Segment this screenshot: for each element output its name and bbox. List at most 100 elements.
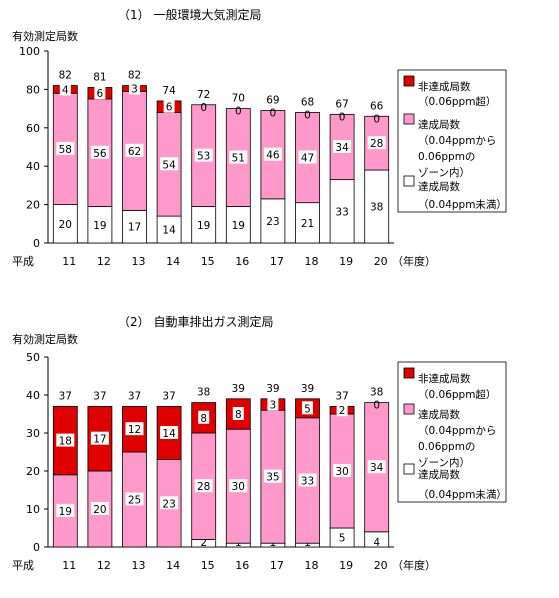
c2-value-label-18-seg1: 33 — [301, 476, 314, 488]
c1-value-label-19-seg2: 0 — [339, 111, 346, 123]
c1-total-label-19: 67 — [335, 98, 348, 110]
c1-y-axis-label: 有効測定局数 — [12, 29, 78, 43]
c2-legend-name-2: 非達成局数 — [418, 372, 471, 385]
c2-value-label-15-seg2: 8 — [200, 413, 207, 425]
c1-value-label-12-seg2: 6 — [97, 88, 104, 100]
c2-label-bg-17-seg1 — [263, 469, 282, 483]
c2-label-bg-19-seg1 — [333, 464, 352, 477]
c2-total-label-18: 39 — [301, 383, 314, 395]
c2-x-tick-label-19: 19 — [339, 559, 353, 572]
c2-y-tick-label-2: 20 — [26, 465, 40, 478]
c2-value-label-20-seg2: 0 — [373, 400, 380, 412]
c1-label-bg-20-seg1 — [367, 136, 386, 150]
c1-label-bg-17-seg0 — [263, 213, 282, 227]
c1-label-bg-13-seg0 — [125, 219, 144, 233]
c2-label-bg-18-seg1 — [298, 473, 317, 487]
c1-x-tick-label-18: 18 — [305, 255, 319, 268]
c2-y-tick-label-4: 40 — [26, 389, 40, 402]
c1-value-label-17-seg0: 23 — [266, 216, 279, 228]
c2-value-label-14-seg2: 14 — [162, 428, 176, 440]
c1-total-label-14: 74 — [162, 85, 176, 97]
c1-legend-swatch-2 — [403, 75, 415, 87]
c1-y-tick-label-0: 0 — [33, 237, 40, 250]
c2-legend-swatch-0 — [403, 463, 415, 475]
c1-label-bg-11-seg1 — [56, 141, 75, 155]
c2-value-label-16-seg1: 30 — [232, 481, 245, 493]
c2-legend-sub-1-1: 0.06ppmの — [418, 441, 475, 453]
c1-label-bg-14-seg1 — [160, 157, 179, 171]
c1-value-label-11-seg0: 20 — [59, 219, 72, 231]
c2-value-label-19-seg2: 2 — [339, 405, 346, 417]
c1-label-bg-12-seg1 — [90, 145, 109, 159]
c1-y-tick-label-5: 100 — [19, 45, 40, 58]
c2-total-label-15: 38 — [197, 387, 210, 399]
c2-label-bg-15-seg1 — [194, 479, 213, 493]
c1-value-label-12-seg0: 19 — [93, 220, 106, 232]
c2-y-tick-label-3: 30 — [26, 427, 40, 440]
c1-legend-swatch-0 — [403, 175, 415, 187]
c1-value-label-11-seg2: 4 — [62, 84, 69, 96]
c1-legend-sub-0-0: （0.04ppm未満） — [418, 199, 507, 211]
c1-title: （1） 一般環境大気測定局 — [118, 7, 261, 22]
c1-label-bg-14-seg0 — [160, 222, 179, 236]
c2-legend-name-1: 達成局数 — [418, 408, 460, 421]
c1-value-label-16-seg2: 0 — [235, 106, 242, 118]
c1-label-bg-16-seg0 — [229, 217, 248, 231]
c1-legend-sub-1-2: ゾーン内） — [418, 166, 470, 179]
c2-y-tick-label-0: 0 — [33, 541, 40, 554]
c2-label-bg-15-seg2 — [198, 410, 210, 424]
c1-label-bg-19-seg1 — [333, 140, 352, 153]
c1-y-tick-label-2: 40 — [26, 160, 40, 173]
c1-legend-sub-2-0: （0.06ppm超） — [418, 95, 496, 108]
c1-label-bg-16-seg1 — [229, 150, 248, 164]
c1-legend-sub-1-0: （0.04ppmから — [418, 135, 496, 147]
c1-label-bg-13-seg2 — [129, 81, 140, 95]
c2-label-bg-12-seg2 — [90, 431, 109, 445]
c1-x-tick-label-17: 17 — [270, 255, 284, 268]
c2-value-label-17-seg2: 3 — [270, 400, 277, 412]
c1-value-label-14-seg0: 14 — [162, 225, 176, 237]
c1-value-label-16-seg1: 51 — [232, 153, 245, 165]
c1-total-label-13: 82 — [128, 70, 141, 82]
c1-value-label-18-seg2: 0 — [304, 109, 311, 121]
c2-value-label-11-seg1: 19 — [59, 506, 72, 518]
c1-value-label-18-seg1: 47 — [301, 153, 314, 165]
c2-value-label-19-seg0: 5 — [339, 533, 346, 545]
c1-legend-sub-1-1: 0.06ppmの — [418, 151, 475, 163]
c2-label-bg-11-seg1 — [56, 503, 75, 517]
c2-value-label-19-seg1: 30 — [335, 466, 348, 478]
c2-label-bg-11-seg2 — [56, 433, 75, 447]
c1-label-bg-15-seg1 — [194, 148, 213, 162]
c2-value-label-20-seg1: 34 — [370, 462, 384, 474]
c2-label-bg-14-seg1 — [160, 496, 179, 510]
c1-value-label-19-seg0: 33 — [335, 206, 348, 218]
c2-label-bg-16-seg2 — [232, 407, 244, 420]
c1-value-label-14-seg1: 54 — [162, 159, 176, 171]
c2-x-tick-label-13: 13 — [132, 559, 146, 572]
c2-value-label-18-seg2: 5 — [304, 403, 311, 415]
c1-legend-name-1: 達成局数 — [418, 118, 460, 131]
c1-value-label-20-seg2: 0 — [373, 113, 380, 125]
c1-x-suffix-label: （年度） — [392, 254, 436, 268]
c1-y-tick-label-1: 20 — [26, 199, 40, 212]
c2-label-bg-20-seg1 — [367, 460, 386, 474]
c2-total-label-13: 37 — [128, 390, 141, 402]
c1-x-tick-label-20: 20 — [374, 255, 388, 268]
c2-value-label-14-seg1: 23 — [162, 498, 175, 510]
c2-total-label-11: 37 — [59, 390, 72, 402]
c2-legend-sub-2-0: （0.06ppm超） — [418, 388, 496, 401]
c1-total-label-16: 70 — [232, 93, 245, 105]
c2-value-label-13-seg2: 12 — [128, 424, 141, 436]
c2-value-label-11-seg2: 18 — [59, 436, 72, 448]
c2-x-tick-label-17: 17 — [270, 559, 284, 572]
c2-total-label-20: 38 — [370, 387, 383, 399]
c2-legend-swatch-2 — [403, 367, 415, 379]
c2-label-bg-13-seg1 — [125, 492, 144, 506]
c2-x-suffix-label: （年度） — [392, 558, 436, 572]
c1-value-label-15-seg1: 53 — [197, 151, 210, 163]
c1-total-label-18: 68 — [301, 96, 314, 108]
c1-value-label-16-seg0: 19 — [232, 220, 245, 232]
c2-value-label-15-seg0: 2 — [200, 537, 207, 549]
c2-label-bg-16-seg1 — [229, 479, 248, 493]
